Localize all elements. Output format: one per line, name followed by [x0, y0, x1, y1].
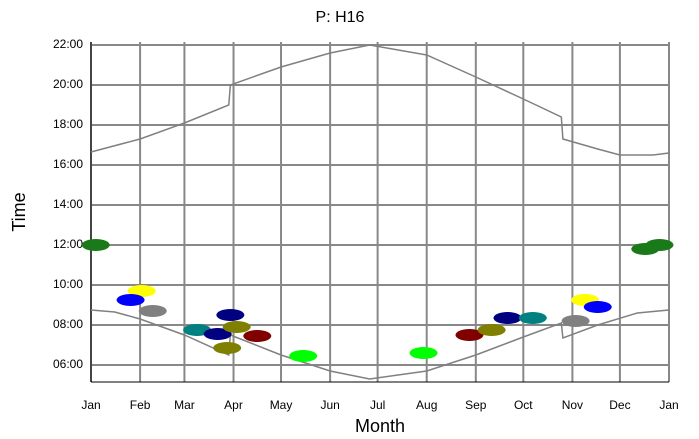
marker	[127, 285, 156, 297]
marker	[116, 294, 145, 306]
y-tick-label: 22:00	[53, 37, 83, 51]
y-tick-label: 18:00	[53, 117, 83, 131]
y-tick-label: 08:00	[53, 317, 83, 331]
line	[90, 44, 670, 156]
x-tick-label: Apr	[224, 398, 243, 412]
marker	[477, 324, 506, 336]
x-tick-label: Sep	[465, 398, 487, 412]
x-tick-label: Mar	[174, 398, 195, 412]
line	[90, 309, 670, 380]
marker	[203, 328, 232, 340]
chart-title: P: H16	[316, 9, 365, 26]
marker	[138, 305, 167, 317]
y-axis-label: Time	[9, 192, 29, 231]
marker	[455, 329, 484, 341]
x-tick-label: May	[270, 398, 293, 412]
x-tick-label: Oct	[514, 398, 533, 412]
x-tick-label: Nov	[562, 398, 583, 412]
x-tick-label: Jun	[320, 398, 339, 412]
x-axis-label: Month	[355, 416, 405, 436]
y-tick-label: 20:00	[53, 77, 83, 91]
marker	[222, 321, 251, 333]
x-tick-label: Aug	[416, 398, 437, 412]
marker	[216, 309, 245, 321]
y-tick-label: 06:00	[53, 357, 83, 371]
x-tick-label: Dec	[609, 398, 630, 412]
marker	[493, 312, 522, 324]
marker	[645, 239, 674, 251]
marker	[561, 315, 590, 327]
y-tick-label: 10:00	[53, 277, 83, 291]
marker	[213, 342, 242, 354]
marker	[243, 330, 272, 342]
x-tick-label: Jan	[659, 398, 678, 412]
x-tick-label: Jan	[81, 398, 100, 412]
marker	[289, 350, 318, 362]
marker	[81, 239, 110, 251]
x-tick-label: Feb	[130, 398, 151, 412]
marker	[583, 301, 612, 313]
x-tick-label: Jul	[370, 398, 385, 412]
y-tick-label: 14:00	[53, 197, 83, 211]
marker	[409, 347, 438, 359]
y-tick-label: 12:00	[53, 237, 83, 251]
marker	[518, 312, 547, 324]
y-tick-label: 16:00	[53, 157, 83, 171]
